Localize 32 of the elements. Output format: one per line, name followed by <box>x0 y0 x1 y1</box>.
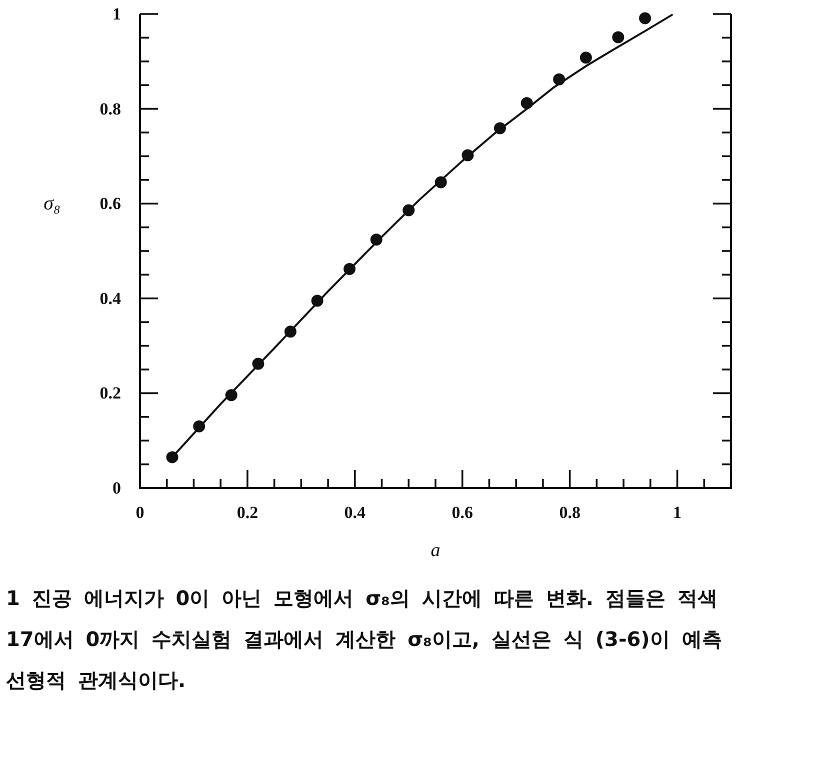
x-tick-label: 1 <box>673 503 682 522</box>
point <box>494 122 506 134</box>
point <box>225 389 238 402</box>
x-tick-label: 0.8 <box>559 503 580 522</box>
point <box>402 204 415 216</box>
y-axis-title: σ₈ <box>44 192 60 215</box>
point <box>166 451 178 464</box>
point <box>370 234 382 246</box>
y-tick-label: 0 <box>112 478 121 498</box>
x-tick-label: 0.6 <box>452 503 473 522</box>
x-tick-label: 0.2 <box>236 503 258 522</box>
point <box>284 326 296 338</box>
point <box>520 97 533 110</box>
y-tick-label: 0.6 <box>100 194 121 214</box>
y-tick-label: 0.8 <box>100 99 121 118</box>
point <box>580 52 592 64</box>
point <box>252 358 264 370</box>
y-tick-label: 1 <box>112 4 121 24</box>
point <box>639 12 652 24</box>
point <box>311 294 324 307</box>
point <box>462 149 474 162</box>
point <box>434 176 447 188</box>
text: 1 진공 에너지가 0이 아닌 모형에서 σ₈의 시간에 따른 변화. 점들은 적색 17에서 0까지 수치실험 결과에서 계산한 σ₈이고, 실선은 식 (3-6)이 예측 선형적 관계식이다. <box>6 586 722 692</box>
point <box>344 263 356 276</box>
point <box>553 73 566 86</box>
x-tick-label: 0 <box>136 503 144 522</box>
x-axis-title: a <box>430 540 440 561</box>
y-tick-label: 0.2 <box>100 384 121 403</box>
y-tick-label: 0.4 <box>100 288 122 308</box>
point <box>193 420 206 432</box>
point <box>612 31 624 44</box>
x-tick-label: 0.4 <box>344 503 366 522</box>
